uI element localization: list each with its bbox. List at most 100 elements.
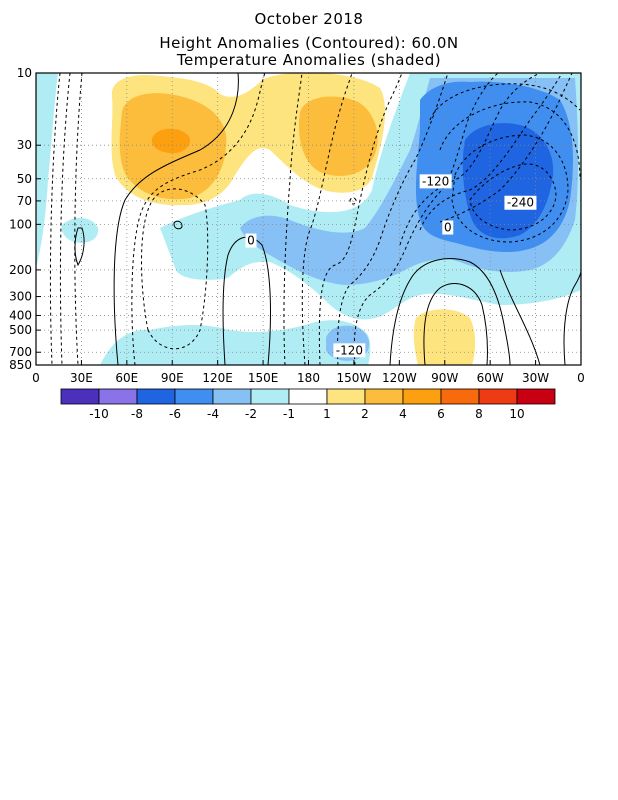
chart-title: October 2018 — [254, 10, 364, 28]
gridlines — [36, 73, 581, 365]
height-contour — [222, 236, 271, 365]
height-contour — [131, 73, 266, 365]
y-tick-label: 70 — [17, 194, 32, 208]
cold-anomaly-region — [100, 320, 371, 365]
height-contour — [399, 73, 541, 246]
colorbar-label: 1 — [323, 407, 331, 421]
height-contour — [451, 134, 569, 243]
colorbar-label: 8 — [475, 407, 483, 421]
height-contour — [423, 283, 488, 365]
warm-anomaly-region — [298, 96, 378, 176]
y-tick-label: 850 — [9, 358, 32, 372]
contour-label-text: 0 — [247, 234, 255, 248]
height-contour — [173, 220, 183, 230]
y-tick-label: 400 — [9, 308, 32, 322]
height-contour — [337, 73, 449, 365]
height-contour — [74, 227, 85, 267]
height-contour — [301, 73, 353, 365]
height-contour — [389, 258, 511, 365]
height-contour — [419, 73, 563, 231]
height-contour — [349, 197, 357, 205]
height-contour — [439, 73, 573, 223]
contour-label: -120 — [419, 174, 452, 189]
axes: 0 30E 60E 90E 120E 150E 180 150W 120W 90W 60W 30W 0 1… — [9, 66, 585, 385]
colorbar-swatch — [98, 388, 138, 405]
colorbar-label: 6 — [437, 407, 445, 421]
contour-label-text: -120 — [422, 174, 449, 188]
cold-anomaly-region — [61, 217, 99, 243]
x-tick-label: 150W — [337, 371, 372, 385]
contour-labels: -120 -240 0 0 -120 — [245, 174, 537, 358]
y-tick-label: 10 — [17, 66, 32, 80]
cold-anomaly-region — [36, 73, 58, 268]
colorbar-swatch — [136, 388, 176, 405]
colorbar-swatch — [60, 388, 100, 405]
colorbar-label: -6 — [169, 407, 181, 421]
colorbar-label: -4 — [207, 407, 219, 421]
x-tick-label: 150E — [248, 371, 279, 385]
x-tick-label: 120E — [202, 371, 233, 385]
height-contour — [563, 271, 581, 365]
colorbar-swatch — [402, 388, 442, 405]
warm-anomaly-region — [151, 128, 191, 154]
colorbar-swatch — [288, 388, 328, 405]
x-tick-label: 90W — [431, 371, 458, 385]
contour-label: -120 — [333, 343, 366, 358]
contour-label-box — [442, 220, 454, 235]
colorbar-label: 4 — [399, 407, 407, 421]
height-contour — [469, 163, 557, 231]
x-tick-label: 0 — [32, 371, 40, 385]
height-contour — [74, 73, 83, 365]
height-contour — [49, 73, 61, 365]
colorbar-swatch — [174, 388, 214, 405]
contour-label-text: 0 — [444, 221, 452, 235]
colorbar-label: -2 — [245, 407, 257, 421]
x-tick-label: 30E — [70, 371, 93, 385]
contour-label-box — [504, 195, 537, 210]
y-tick-label: 30 — [17, 138, 32, 152]
colorbar-label: 2 — [361, 407, 369, 421]
contour-label: 0 — [245, 233, 257, 248]
contour-label-text: -240 — [507, 196, 534, 210]
colorbar-label: 10 — [509, 407, 524, 421]
colorbar-label: -10 — [89, 407, 109, 421]
contour-label-box — [245, 233, 257, 248]
chart-subtitle-heights: Height Anomalies (Contoured): 60.0N — [159, 34, 459, 52]
height-contour — [141, 188, 209, 350]
y-tick-label: 300 — [9, 290, 32, 304]
contour-label: -240 — [504, 195, 537, 210]
contour-label-box — [333, 343, 366, 358]
colorbar-swatch — [326, 388, 366, 405]
x-tick-label: 120W — [382, 371, 417, 385]
x-tick-label: 60E — [115, 371, 138, 385]
x-tick-label: 90E — [161, 371, 184, 385]
x-tick-label: 30W — [522, 371, 549, 385]
contour-label-box — [419, 174, 452, 189]
y-tick-label: 200 — [9, 263, 32, 277]
colorbar: -10 -8 -6 -4 -2 -1 1 2 4 6 8 10 — [60, 388, 556, 421]
y-tick-label: 700 — [9, 345, 32, 359]
colorbar-swatch — [516, 388, 556, 405]
height-contour — [499, 269, 541, 365]
x-tick-label: 60W — [477, 371, 504, 385]
colorbar-label: -8 — [131, 407, 143, 421]
height-contour — [59, 73, 71, 365]
colorbar-swatch — [440, 388, 480, 405]
height-contour — [318, 73, 403, 365]
colorbar-swatch — [364, 388, 404, 405]
height-contour — [113, 73, 239, 365]
height-contours — [49, 73, 581, 365]
height-contour — [429, 83, 581, 121]
contour-label-text: -120 — [336, 343, 363, 357]
y-tick-label: 100 — [9, 217, 32, 231]
chart-subtitle-temperature: Temperature Anomalies (shaded) — [176, 51, 442, 69]
height-contour — [439, 101, 581, 181]
y-tick-label: 50 — [17, 172, 32, 186]
colorbar-label: -1 — [283, 407, 295, 421]
height-contour — [283, 73, 303, 365]
colorbar-swatch — [478, 388, 518, 405]
colorbar-swatch — [212, 388, 252, 405]
x-tick-label: 180 — [297, 371, 320, 385]
colorbar-swatch — [250, 388, 290, 405]
